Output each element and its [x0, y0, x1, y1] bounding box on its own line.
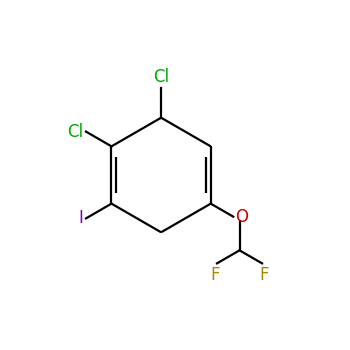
Text: O: O [235, 208, 248, 226]
Text: I: I [78, 209, 83, 228]
Text: Cl: Cl [67, 122, 83, 141]
Text: F: F [210, 266, 220, 284]
Text: Cl: Cl [153, 69, 169, 86]
Text: F: F [259, 266, 268, 284]
